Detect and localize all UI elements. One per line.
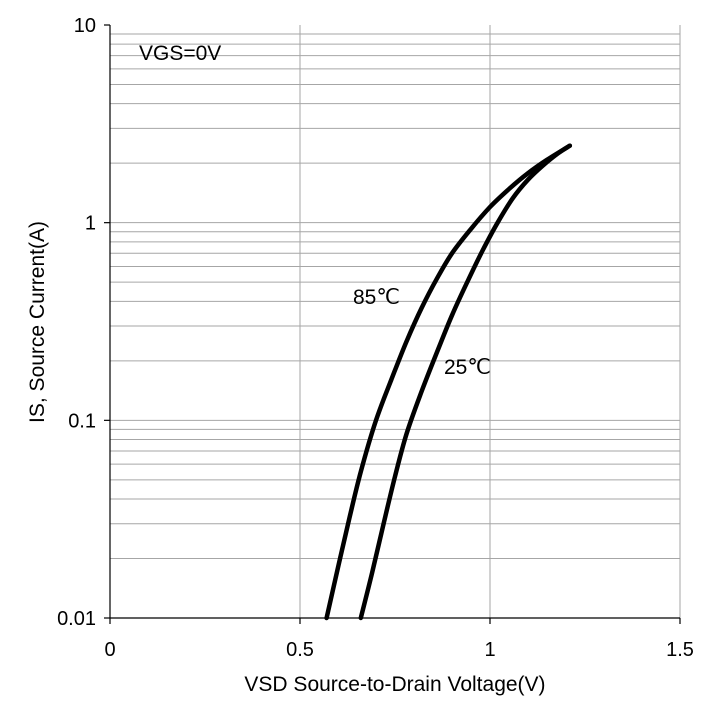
tick-labels: 0.01 0.1 1 10 0 0.5 1 1.5 <box>57 15 694 661</box>
annotation-vgs: VGS=0V <box>139 42 221 65</box>
y-tick-label: 0.01 <box>57 608 96 630</box>
x-tick-label: 1.5 <box>666 639 694 661</box>
annotation-85c: 85℃ <box>353 286 400 309</box>
annotation-25c: 25℃ <box>444 356 491 379</box>
x-axis-title: VSD Source-to-Drain Voltage(V) <box>244 673 545 696</box>
grid <box>110 25 681 618</box>
x-tick-label: 1 <box>484 639 495 661</box>
x-tick-label: 0 <box>104 639 115 661</box>
series-line-25c <box>358 143 573 621</box>
series-lines <box>324 143 573 621</box>
series-line-85c <box>324 143 573 621</box>
axes <box>104 24 681 624</box>
y-tick-label: 0.1 <box>68 410 96 432</box>
x-tick-label: 0.5 <box>286 639 314 661</box>
y-tick-label: 10 <box>74 15 96 37</box>
y-tick-label: 1 <box>85 213 96 235</box>
y-axis-title: IS, Source Current(A) <box>26 221 49 423</box>
